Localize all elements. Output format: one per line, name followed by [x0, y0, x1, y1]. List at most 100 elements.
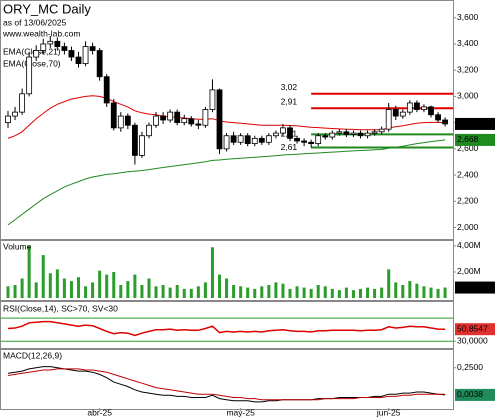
level-label: 3,02: [281, 82, 298, 92]
candle-body: [68, 50, 75, 58]
candle-body: [26, 56, 33, 95]
candle-body: [421, 106, 427, 110]
volume-bar: [380, 287, 384, 298]
volume-bar: [27, 245, 31, 298]
volume-bar: [344, 287, 348, 298]
volume-bar: [203, 282, 207, 298]
candle-body: [442, 119, 449, 125]
volume-bar: [351, 290, 355, 298]
candle-body: [54, 40, 61, 47]
candle-body: [399, 111, 406, 117]
indicator-line: [7, 366, 446, 403]
volume-bar: [295, 286, 299, 298]
volume-bar: [415, 283, 419, 298]
y-tick-label: 3,600: [457, 12, 479, 22]
y-tick-label: 0,2500: [457, 362, 483, 372]
y-tick-label: 3,000: [457, 91, 479, 101]
volume-bar: [253, 288, 257, 298]
candle-body: [33, 50, 40, 58]
volume-bar: [288, 288, 292, 298]
candle-body: [244, 135, 251, 145]
candle-body: [350, 132, 357, 135]
candle-body: [19, 93, 26, 113]
candle-body: [202, 109, 209, 126]
volume-bar: [281, 283, 285, 298]
candle-body: [188, 118, 195, 125]
candle-body: [371, 131, 378, 134]
pane-title: RSI(Close,14), SC>70, SV<30: [3, 303, 118, 313]
volume-bar: [366, 287, 370, 298]
volume-bar: [359, 288, 362, 298]
pane-frame: [0, 0, 454, 240]
candle-body: [413, 102, 420, 110]
candle-body: [237, 135, 244, 143]
x-tick-label: may-25: [226, 407, 255, 417]
volume-bar: [77, 277, 80, 298]
y-tick-label: 2,600: [457, 143, 479, 153]
pane-frame: [0, 349, 454, 410]
y-tick-label: 3,200: [457, 64, 479, 74]
volume-bar: [62, 278, 66, 298]
last-value-box: [455, 388, 495, 401]
chart-source: www.wealth-lab.com: [2, 28, 80, 38]
candle-body: [343, 131, 350, 135]
y-tick-label: 4,00M: [457, 240, 481, 250]
volume-bar: [91, 282, 95, 298]
volume-bar: [20, 278, 24, 298]
candle-body: [301, 140, 308, 143]
volume-bar: [267, 284, 271, 298]
volume-bar: [373, 288, 377, 298]
candle-body: [280, 127, 286, 134]
volume-bar: [316, 284, 320, 298]
volume-bar: [119, 284, 123, 298]
level-label: 2,61: [281, 142, 298, 152]
volume-bar: [182, 288, 186, 298]
volume-bar: [274, 282, 278, 298]
candle-body: [329, 132, 336, 138]
volume-bar: [105, 274, 109, 298]
volume-bar: [210, 247, 214, 298]
volume-bar: [147, 278, 151, 298]
x-tick-label: jun-25: [376, 407, 401, 417]
y-tick-label: 3,400: [457, 38, 479, 48]
y-tick-label: 2,400: [457, 169, 479, 179]
level-label: 2,91: [281, 96, 298, 106]
volume-bar: [196, 286, 200, 298]
volume-bar: [408, 281, 412, 298]
volume-bar: [330, 288, 334, 298]
y-tick-label: 30,0000: [457, 335, 488, 345]
last-value-label: 50,8547: [457, 323, 488, 333]
candle-body: [181, 118, 188, 124]
y-tick-label: 2,200: [457, 196, 479, 206]
volume-bar: [387, 269, 391, 298]
candle-body: [110, 102, 117, 129]
candle-body: [392, 109, 399, 117]
legend-entry: EMA(Close,21): [3, 46, 61, 56]
volume-bar: [84, 286, 88, 298]
volume-bar: [239, 286, 243, 298]
candle-body: [124, 115, 131, 126]
volume-bar: [55, 269, 59, 298]
candle-body: [378, 128, 385, 133]
volume-bar: [309, 288, 313, 298]
candle-body: [294, 137, 300, 142]
volume-bar: [246, 287, 250, 298]
volume-bar: [302, 287, 306, 298]
candle-body: [287, 127, 293, 139]
last-value-box: [455, 117, 495, 130]
volume-bar: [34, 282, 38, 298]
candle-body: [357, 132, 364, 137]
candle-body: [315, 135, 322, 145]
last-value-label: 2,668: [457, 134, 479, 144]
candle-body: [385, 109, 392, 130]
candle-body: [364, 132, 371, 137]
candle-body: [82, 46, 89, 65]
candle-body: [308, 141, 315, 145]
volume-bar: [323, 286, 327, 298]
candle-body: [216, 89, 223, 150]
volume-bar: [168, 287, 172, 298]
volume-bar: [69, 281, 73, 298]
volume-bar: [161, 284, 165, 298]
